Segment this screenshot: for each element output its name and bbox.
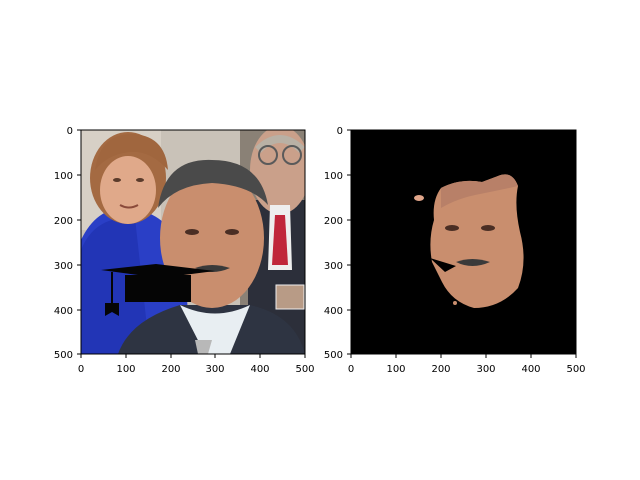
segmentation-mask-image bbox=[351, 130, 576, 354]
segmented-face bbox=[430, 174, 524, 308]
y-tick-label: 0 bbox=[337, 126, 343, 137]
left-photo bbox=[81, 130, 305, 354]
right-y-axis: 0 100 200 300 400 500 bbox=[324, 126, 351, 361]
x-tick-label: 200 bbox=[431, 364, 450, 375]
graduation-cap-icon bbox=[101, 264, 215, 316]
y-tick-label: 400 bbox=[54, 306, 73, 317]
right-axes: 0 100 200 300 400 500 0 100 200 300 400 … bbox=[324, 126, 586, 375]
x-tick-label: 300 bbox=[205, 364, 224, 375]
left-y-axis: 0 100 200 300 400 500 bbox=[54, 126, 81, 361]
y-tick-label: 200 bbox=[54, 216, 73, 227]
left-x-axis: 0 100 200 300 400 500 bbox=[78, 354, 315, 375]
x-tick-label: 500 bbox=[295, 364, 314, 375]
y-tick-label: 100 bbox=[54, 171, 73, 182]
x-tick-label: 0 bbox=[78, 364, 84, 375]
x-tick-label: 100 bbox=[386, 364, 405, 375]
y-tick-label: 400 bbox=[324, 306, 343, 317]
left-axes: 0 100 200 300 400 500 0 100 200 300 400 … bbox=[54, 126, 315, 375]
x-tick-label: 100 bbox=[116, 364, 135, 375]
x-tick-label: 500 bbox=[566, 364, 585, 375]
y-tick-label: 300 bbox=[54, 261, 73, 272]
x-tick-label: 400 bbox=[521, 364, 540, 375]
mask-speck bbox=[453, 301, 457, 305]
right-axes-frame bbox=[350, 129, 577, 355]
left-axes-frame bbox=[80, 129, 306, 355]
right-x-axis: 0 100 200 300 400 500 bbox=[348, 354, 586, 375]
y-tick-label: 0 bbox=[67, 126, 73, 137]
mask-speck bbox=[414, 195, 424, 201]
x-tick-label: 200 bbox=[161, 364, 180, 375]
central-man-figure bbox=[118, 159, 305, 354]
x-tick-label: 400 bbox=[250, 364, 269, 375]
y-tick-label: 100 bbox=[324, 171, 343, 182]
y-tick-label: 500 bbox=[324, 350, 343, 361]
x-tick-label: 300 bbox=[476, 364, 495, 375]
y-tick-label: 300 bbox=[324, 261, 343, 272]
y-tick-label: 500 bbox=[54, 350, 73, 361]
y-tick-label: 200 bbox=[324, 216, 343, 227]
x-tick-label: 0 bbox=[348, 364, 354, 375]
